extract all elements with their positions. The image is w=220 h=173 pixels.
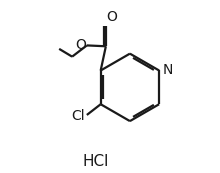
- Text: HCl: HCl: [83, 154, 109, 169]
- Text: N: N: [163, 63, 173, 78]
- Text: O: O: [75, 38, 86, 52]
- Text: O: O: [107, 10, 118, 24]
- Text: Cl: Cl: [72, 109, 85, 123]
